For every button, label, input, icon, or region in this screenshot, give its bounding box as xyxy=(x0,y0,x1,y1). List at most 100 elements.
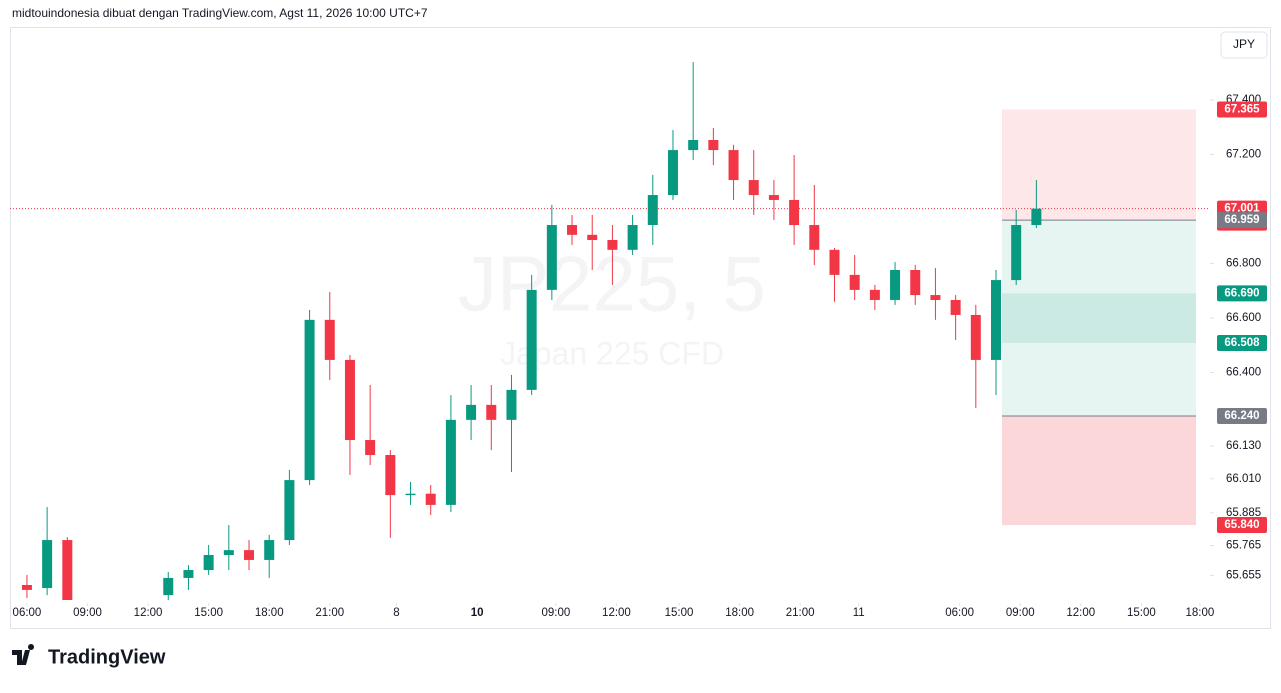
x-tick-label: 06:00 xyxy=(945,607,974,619)
y-tick-label: 65.765 xyxy=(1226,540,1261,552)
candle-body xyxy=(62,540,73,600)
candle-body xyxy=(708,140,719,151)
candle-body xyxy=(365,440,376,456)
candle-body xyxy=(526,289,537,390)
price-label-box xyxy=(1217,285,1267,302)
price-label: 67.001 xyxy=(1224,203,1260,215)
y-tick-label: 66.130 xyxy=(1226,440,1261,452)
candle-body xyxy=(667,150,678,196)
price-label: 66.508 xyxy=(1224,337,1260,349)
x-tick-label: 12:00 xyxy=(1066,607,1095,619)
y-tick-label: 66.800 xyxy=(1226,257,1261,269)
candle-body xyxy=(344,359,355,441)
x-tick-label: 8 xyxy=(393,607,399,619)
candle-body xyxy=(244,550,255,560)
candle-body xyxy=(768,195,779,200)
candle-body xyxy=(284,480,295,541)
x-tick-label: 09:00 xyxy=(1006,607,1035,619)
x-tick-label: 06:00 xyxy=(13,607,42,619)
x-tick-label: 15:00 xyxy=(1127,607,1156,619)
price-label: 65.840 xyxy=(1224,519,1259,531)
candle-body xyxy=(789,199,800,226)
price-label-box xyxy=(1217,335,1267,352)
candle-body xyxy=(869,289,880,300)
watermark-description: Japan 225 CFD xyxy=(500,335,724,371)
candle-body xyxy=(445,419,456,505)
candle-body xyxy=(930,295,941,300)
x-tick-label: 15:00 xyxy=(194,607,223,619)
y-tick-label: 67.200 xyxy=(1226,148,1261,160)
candle-body xyxy=(163,577,174,596)
candle-body xyxy=(647,195,658,226)
x-tick-label: 15:00 xyxy=(665,607,694,619)
chart-frame xyxy=(10,27,1271,629)
candle-body xyxy=(466,404,477,420)
candle-body xyxy=(425,493,436,505)
currency-button[interactable] xyxy=(1220,31,1268,59)
price-label: 66.240 xyxy=(1224,410,1259,422)
candle-body xyxy=(809,225,820,250)
y-tick-label: 66.400 xyxy=(1226,366,1261,378)
price-label: 66.959 xyxy=(1224,214,1259,226)
candle-body xyxy=(607,240,618,250)
x-tick-label: 09:00 xyxy=(73,607,102,619)
candle-body xyxy=(849,274,860,290)
price-label-box xyxy=(1217,212,1267,229)
candle-body xyxy=(546,225,557,290)
y-tick-label: 66.600 xyxy=(1226,312,1261,324)
candle-body xyxy=(21,585,32,590)
candle-body xyxy=(728,150,739,181)
candle-body xyxy=(324,319,335,360)
position-zone xyxy=(1002,293,1196,344)
candle-body xyxy=(264,540,275,560)
price-label-box xyxy=(1217,101,1267,118)
y-tick-label: 65.885 xyxy=(1226,507,1261,519)
price-label-box xyxy=(1217,408,1267,425)
x-tick-label: 11 xyxy=(853,607,865,619)
price-label: 66.690 xyxy=(1224,287,1259,299)
candle-body xyxy=(405,493,416,496)
candle-body xyxy=(748,180,759,196)
candle-body xyxy=(183,570,194,578)
candle-body xyxy=(910,269,921,296)
candle-body xyxy=(950,299,961,315)
candle-body xyxy=(506,389,517,420)
candle-body xyxy=(203,555,214,571)
candle-body xyxy=(890,269,901,300)
position-zone xyxy=(1002,416,1196,526)
logo-icon xyxy=(12,643,35,665)
candle-body xyxy=(567,225,578,235)
candle-body xyxy=(42,540,53,589)
x-tick-label: 12:00 xyxy=(134,607,163,619)
position-zone xyxy=(1002,109,1196,221)
candle-body xyxy=(1011,225,1022,281)
candle-body xyxy=(486,404,497,420)
x-tick-label: 18:00 xyxy=(725,607,754,619)
x-tick-label: 21:00 xyxy=(315,607,344,619)
logo-text: TradingView xyxy=(48,646,166,668)
header-text: midtouindonesia dibuat dengan TradingVie… xyxy=(12,6,428,20)
candle-body xyxy=(223,550,234,556)
candle-body xyxy=(587,234,598,241)
candle-body xyxy=(385,455,396,496)
candle-body xyxy=(688,140,699,151)
x-tick-label: 09:00 xyxy=(541,607,570,619)
currency[interactable]: JPY xyxy=(1233,37,1255,51)
x-tick-label: 18:00 xyxy=(255,607,284,619)
price-label: 67.365 xyxy=(1224,104,1260,116)
plot-area xyxy=(10,62,1210,600)
y-tick-label: 65.655 xyxy=(1226,570,1261,582)
y-tick-label: 66.010 xyxy=(1226,473,1261,485)
candle-body xyxy=(829,249,840,275)
candle-body xyxy=(990,280,1001,360)
x-tick-label: 21:00 xyxy=(786,607,815,619)
x-tick-label: 18:00 xyxy=(1186,607,1215,619)
candle-body xyxy=(1031,208,1042,226)
x-tick-label: 12:00 xyxy=(602,607,631,619)
tradingview-logo: TradingView xyxy=(12,643,166,668)
candle-body xyxy=(627,225,638,250)
position-zone xyxy=(1002,220,1196,417)
candle-body xyxy=(304,319,315,481)
